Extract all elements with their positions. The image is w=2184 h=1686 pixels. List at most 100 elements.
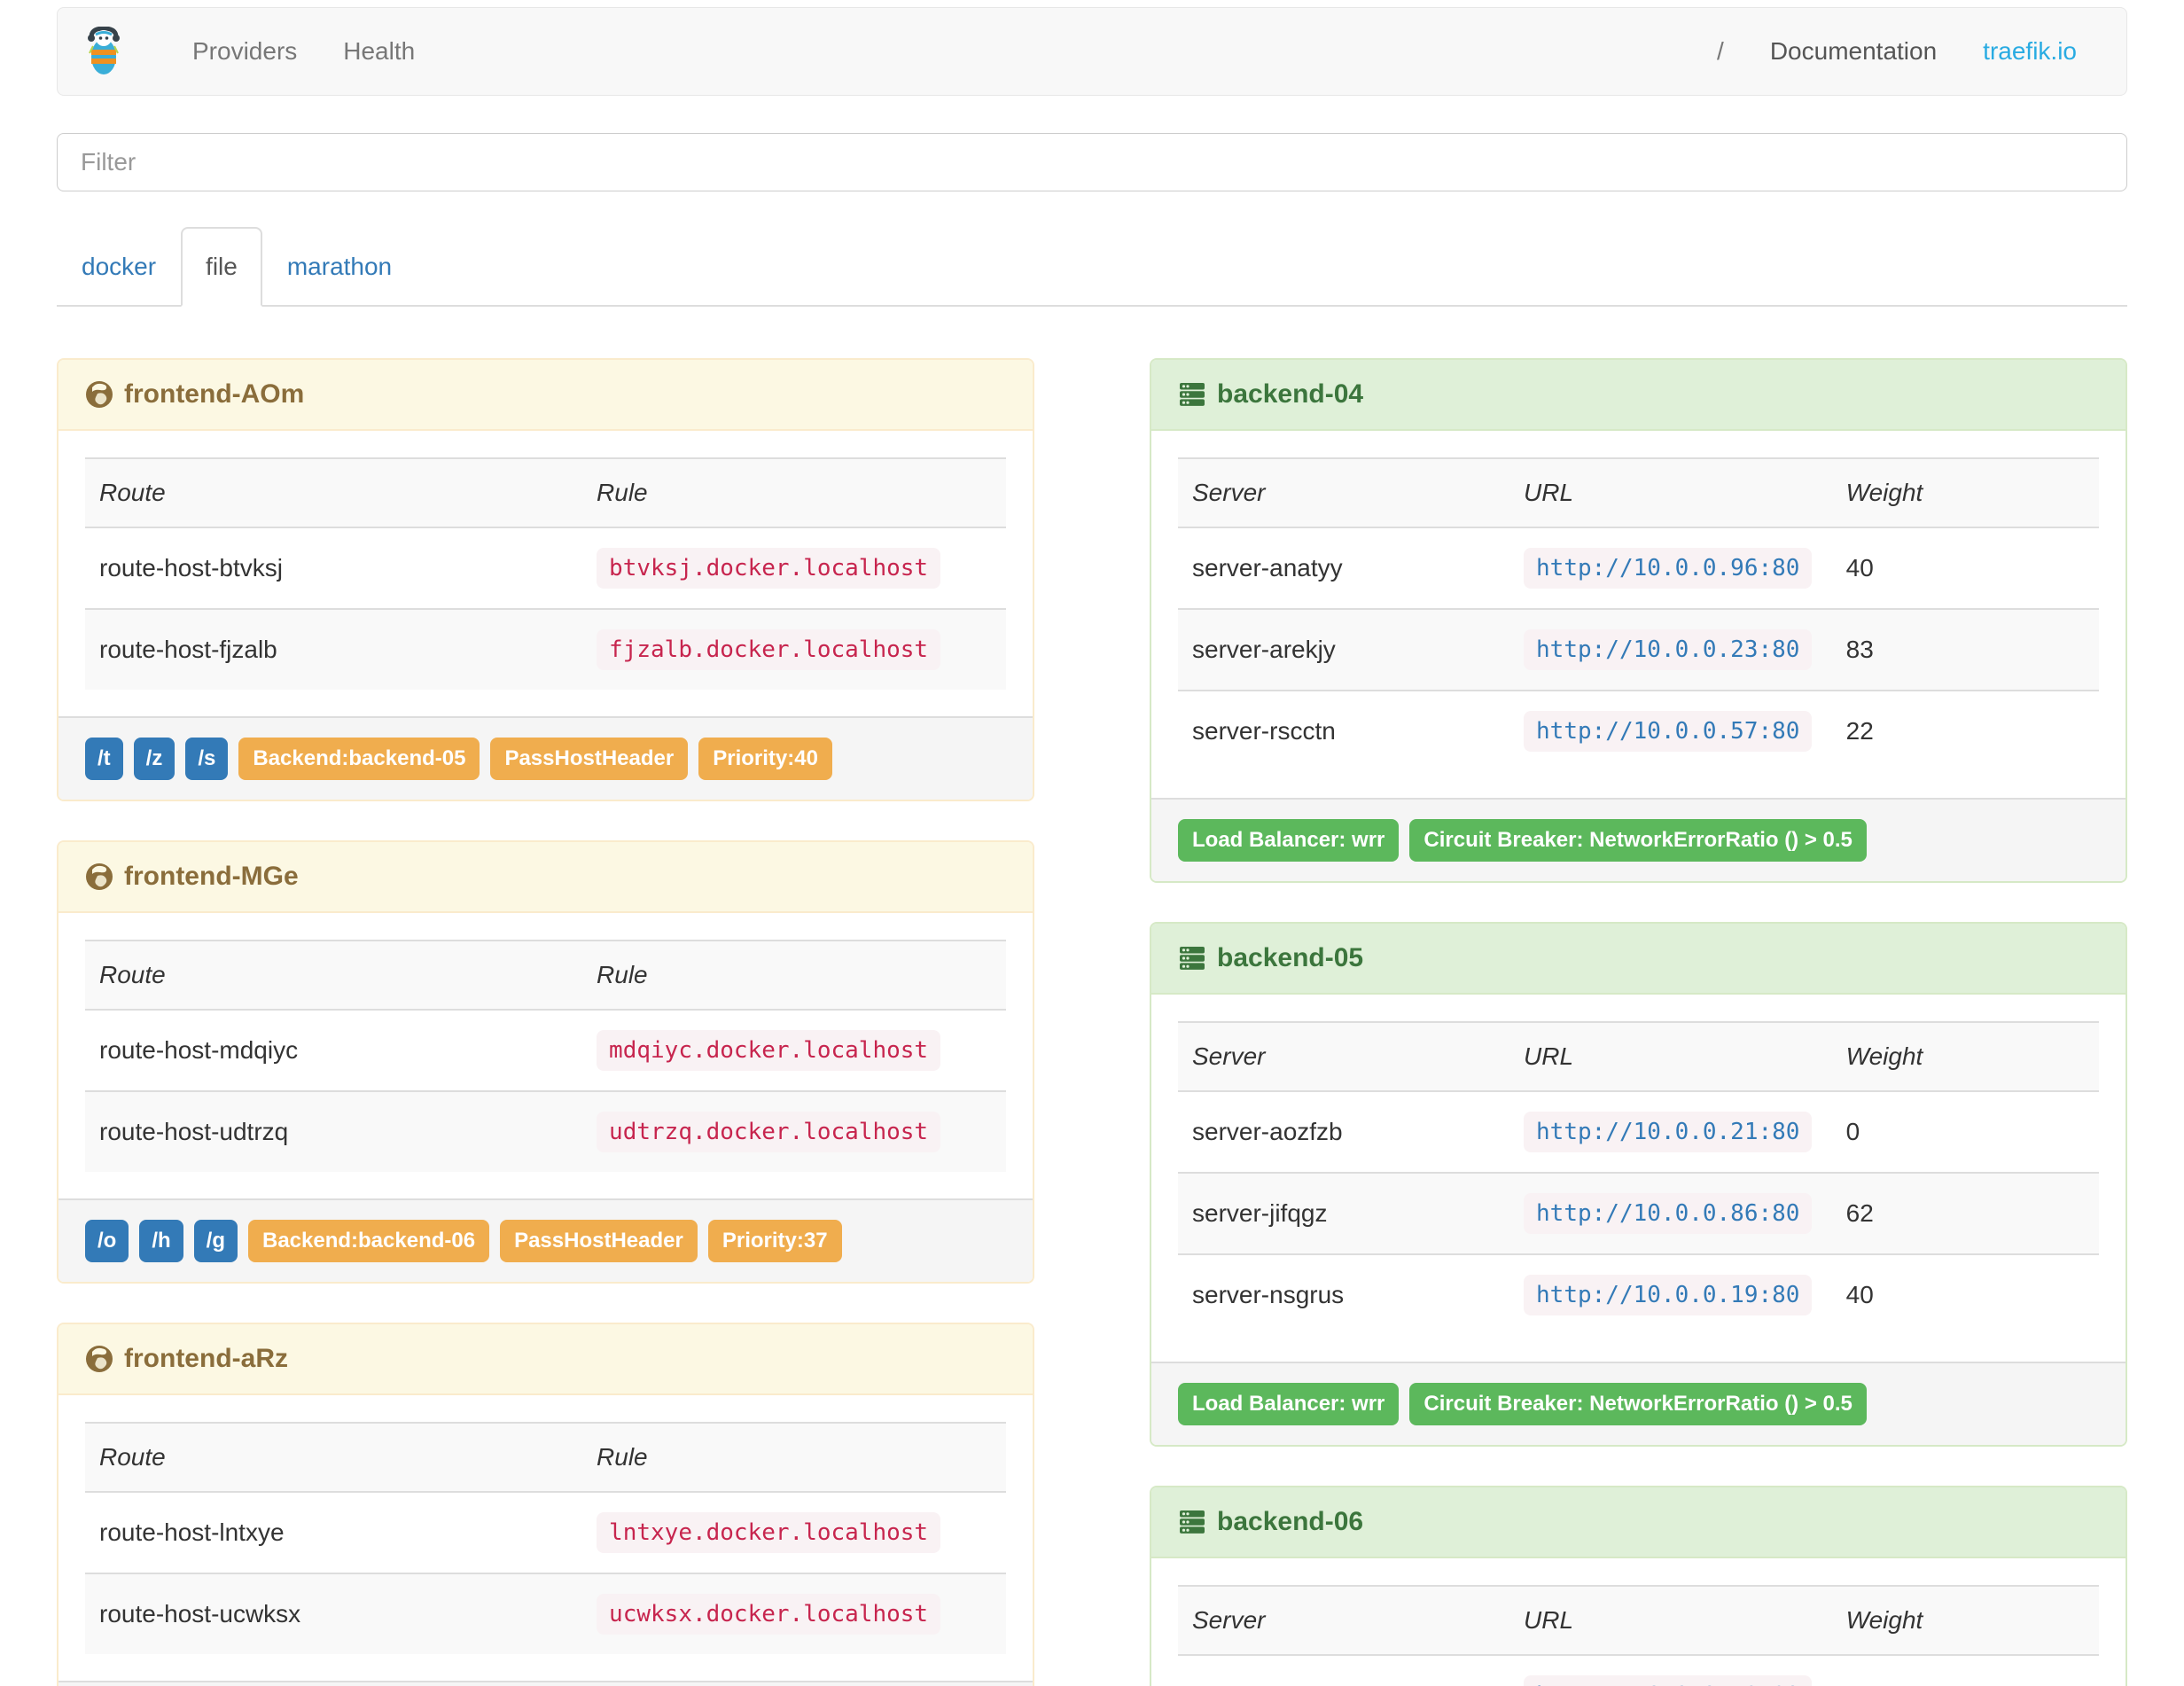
rule-cell: mdqiyc.docker.localhost [582,1010,1006,1091]
column-header-rule: Rule [597,479,648,506]
server-row: server-opbuop http://10.0.0.18:80 92 [1178,1655,2099,1686]
nav-traefik-io[interactable]: traefik.io [1983,37,2077,65]
route-name: route-host-udtrzq [99,1118,289,1145]
server-url-link[interactable]: http://10.0.0.96:80 [1536,555,1800,582]
server-weight: 92 [1832,1655,2099,1686]
server-name: server-jifqgz [1192,1199,1328,1227]
backend-card-body: Server URL Weight server-aozfzb http://10… [1151,995,2126,1362]
frontend-title: frontend-AOm [124,379,305,409]
column-header-route: Route [99,961,166,988]
frontend-card-header: frontend-AOm [58,360,1033,431]
backend-card-footer: Load Balancer: wrr Circuit Breaker: Netwo… [1151,1362,2126,1445]
server-icon [1180,947,1205,970]
table-header-row: Route Rule [85,458,1006,527]
backend-card-header: backend-05 [1151,924,2126,995]
routes-table: Route Rule route-host-lntxye lntxye.docke… [85,1422,1006,1654]
globe-icon [86,1346,113,1372]
traefik-mascot-icon [88,27,120,74]
column-header-server: Server [1192,479,1266,506]
frontend-card-footer: /b/g/yBackend:backend-04PassHostHeaderPr… [58,1681,1033,1686]
server-url-link[interactable]: http://10.0.0.57:80 [1536,718,1800,745]
backends-column: backend-04 Server URL Weight server-anat… [1150,358,2127,1686]
entrypoint-badge: /o [85,1220,129,1262]
frontend-card-footer: /t/z/s Backend:backend-05 PassHostHeader Pr… [58,716,1033,800]
backend-tag-badge: Circuit Breaker: NetworkErrorRatio () > … [1409,1383,1867,1425]
backend-card-body: Server URL Weight server-opbuop http://10… [1151,1558,2126,1686]
tab-docker[interactable]: docker [82,253,157,280]
globe-icon [86,381,113,408]
server-url-code: http://10.0.0.23:80 [1524,629,1813,670]
frontend-tag-badge: Priority:40 [698,738,832,780]
server-icon [1180,383,1205,406]
rule-cell: fjzalb.docker.localhost [582,609,1006,690]
tab-marathon[interactable]: marathon [286,253,393,280]
column-header-weight: Weight [1845,1606,1923,1634]
entrypoint-badge: /h [139,1220,183,1262]
server-url-code: http://10.0.0.21:80 [1524,1112,1813,1152]
table-header-row: Route Rule [85,1423,1006,1492]
table-header-row: Server URL Weight [1178,1022,2099,1091]
frontend-tag-badge: Backend:backend-05 [238,738,480,780]
frontend-card-body: Route Rule route-host-btvksj btvksj.docke… [58,431,1033,716]
route-row: route-host-mdqiyc mdqiyc.docker.localhost [85,1010,1006,1091]
server-url-link[interactable]: http://10.0.0.19:80 [1536,1282,1800,1308]
backend-card-header: backend-06 [1151,1487,2126,1558]
nav-health[interactable]: Health [343,37,416,65]
backend-card-header: backend-04 [1151,360,2126,431]
filter-input[interactable] [57,133,2127,191]
entrypoint-badge: /z [133,738,176,780]
backend-card: backend-04 Server URL Weight server-anat… [1150,358,2127,883]
url-cell: http://10.0.0.19:80 [1509,1254,1832,1335]
nav-providers[interactable]: Providers [192,37,298,65]
server-weight: 40 [1845,554,1874,582]
url-cell: http://10.0.0.57:80 [1509,691,1832,771]
column-header-rule: Rule [597,961,648,988]
rule-code: mdqiyc.docker.localhost [597,1030,941,1071]
url-cell: http://10.0.0.96:80 [1509,527,1832,609]
server-url-code: http://10.0.0.86:80 [1524,1193,1813,1234]
tab-file[interactable]: file [181,227,262,307]
navbar-right: / Documentation traefik.io [1694,37,2100,66]
backend-tag-badge: Load Balancer: wrr [1178,1383,1400,1425]
frontend-card-header: frontend-aRz [58,1324,1033,1395]
url-cell: http://10.0.0.86:80 [1509,1173,1832,1254]
servers-table: Server URL Weight server-anatyy http://10… [1178,457,2099,771]
frontend-card-footer: /o/h/g Backend:backend-06 PassHostHeader Pr… [58,1198,1033,1282]
routes-table: Route Rule route-host-mdqiyc mdqiyc.docke… [85,940,1006,1172]
entrypoint-badge: /g [193,1220,238,1262]
traefik-logo[interactable] [84,27,123,76]
server-row: server-anatyy http://10.0.0.96:80 40 [1178,527,2099,609]
server-name: server-anatyy [1192,554,1343,582]
route-name: route-host-lntxye [99,1518,285,1546]
servers-table: Server URL Weight server-opbuop http://10… [1178,1585,2099,1686]
server-url-code: http://10.0.0.57:80 [1524,711,1813,752]
server-row: server-nsgrus http://10.0.0.19:80 40 [1178,1254,2099,1335]
server-url-link[interactable]: http://10.0.0.23:80 [1536,636,1800,663]
server-icon [1180,1510,1205,1534]
frontend-tag-badge: Backend:backend-06 [247,1220,490,1262]
server-url-link[interactable]: http://10.0.0.86:80 [1536,1200,1800,1227]
rule-code: fjzalb.docker.localhost [597,629,941,670]
backend-card: backend-05 Server URL Weight server-aozf… [1150,922,2127,1447]
server-url-link[interactable]: http://10.0.0.18:80 [1536,1682,1799,1686]
server-row: server-aozfzb http://10.0.0.21:80 0 [1178,1091,2099,1173]
rule-cell: btvksj.docker.localhost [582,527,1006,609]
table-header-row: Route Rule [85,941,1006,1010]
column-header-rule: Rule [597,1443,648,1471]
server-url-link[interactable]: http://10.0.0.21:80 [1536,1119,1800,1145]
entrypoint-badge: /t [85,738,123,780]
frontend-tag-badge: Priority:37 [707,1220,842,1262]
frontend-tag-badge: PassHostHeader [490,738,689,780]
frontend-title: frontend-aRz [124,1344,288,1373]
backend-card-footer: Load Balancer: wrr Circuit Breaker: Netwo… [1151,798,2126,881]
route-row: route-host-ucwksx ucwksx.docker.localhost [85,1573,1006,1654]
frontend-tag-badge: PassHostHeader [500,1220,698,1262]
nav-documentation[interactable]: Documentation [1769,37,1938,65]
filter-bar [57,133,2127,191]
server-weight: 0 [1845,1118,1860,1145]
frontend-title: frontend-MGe [124,862,299,891]
server-weight: 83 [1845,636,1874,663]
rule-cell: ucwksx.docker.localhost [582,1573,1006,1654]
routes-table: Route Rule route-host-btvksj btvksj.docke… [85,457,1006,690]
column-header-url: URL [1524,1042,1574,1070]
